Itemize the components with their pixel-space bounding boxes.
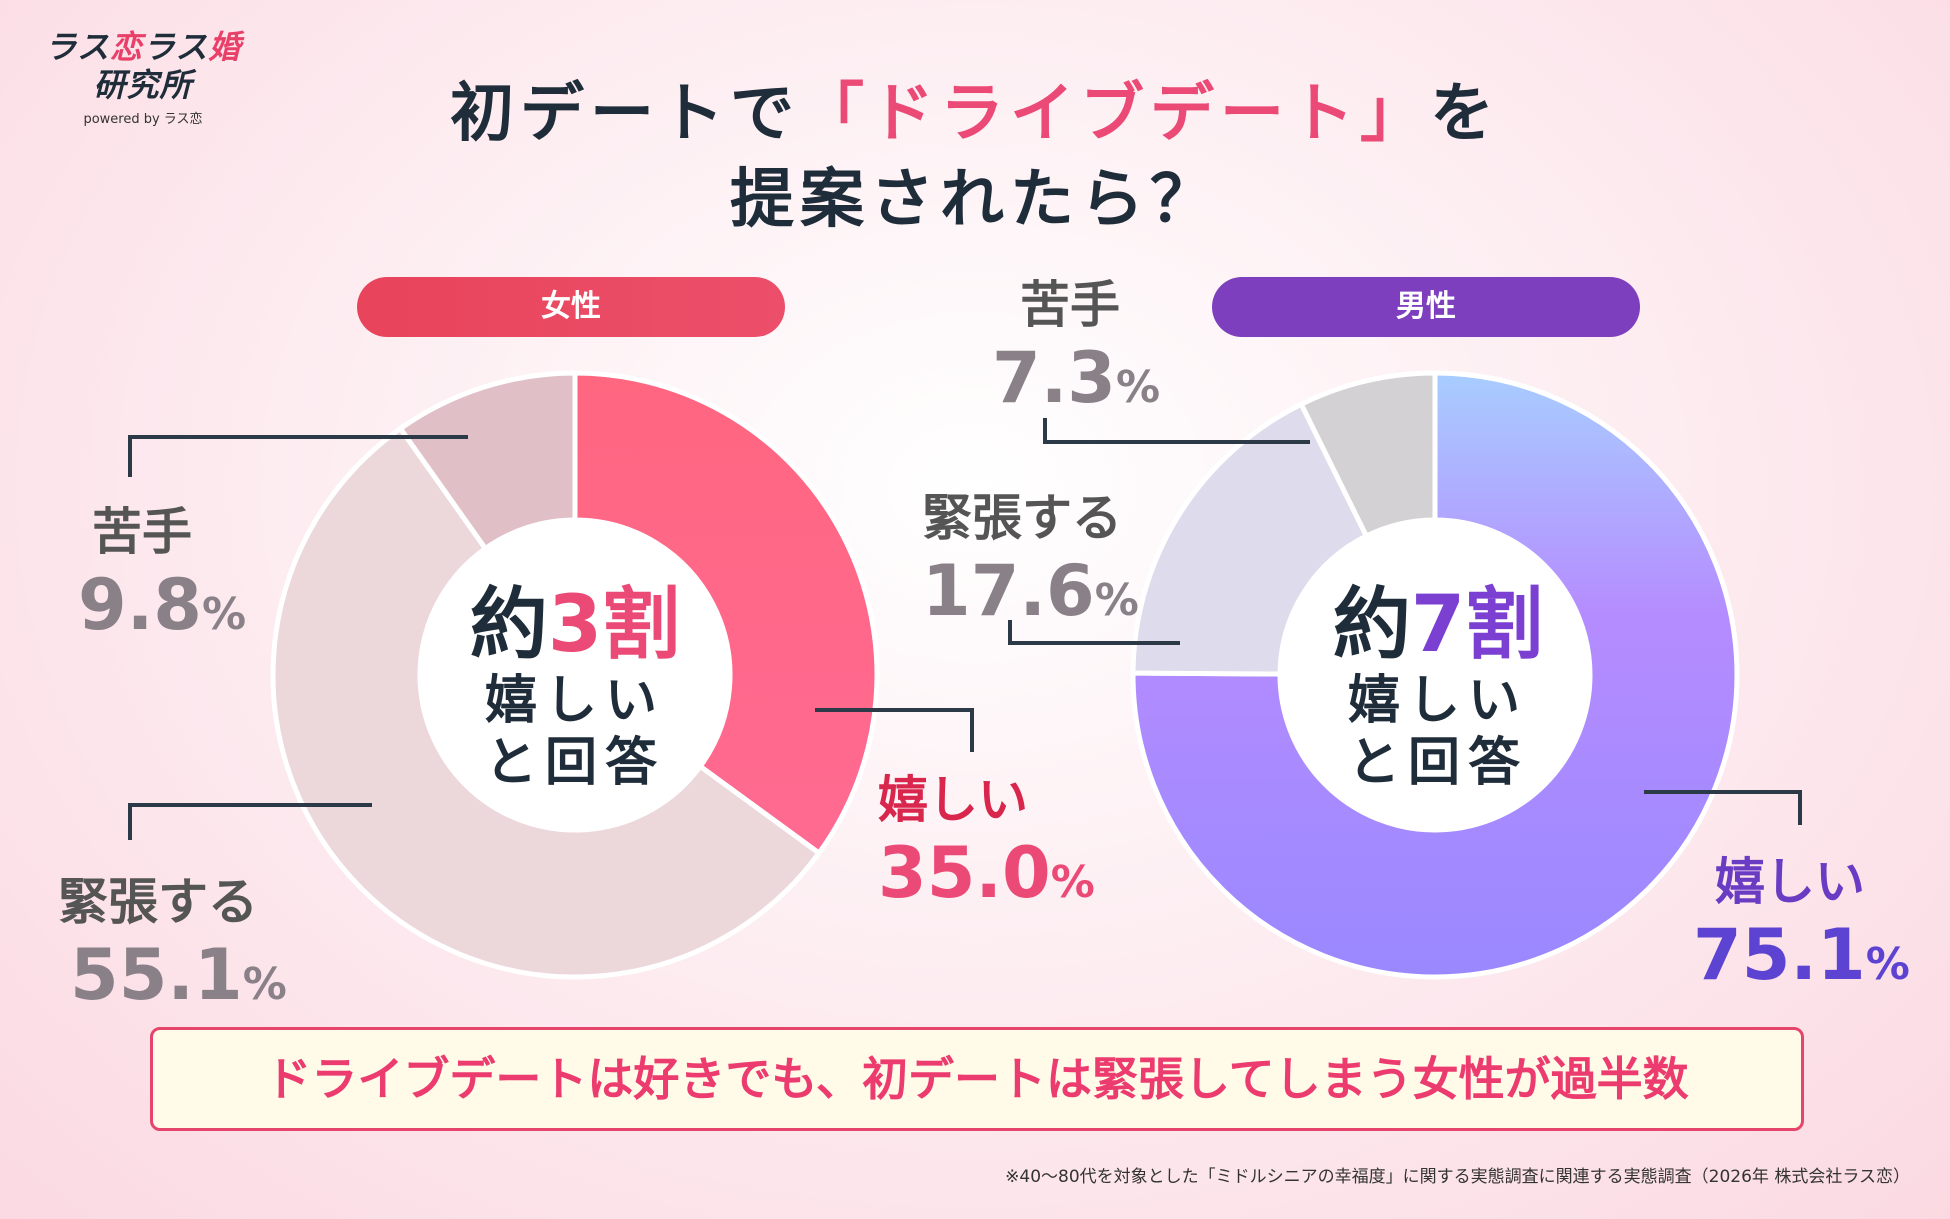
male-center-text: 約7割 嬉しい と回答 [1332,580,1544,793]
female-header: 女性 [357,277,785,337]
label-male-nervous: 緊張する 17.6% [922,489,1139,632]
logo-line2: 研究所 [93,66,193,104]
logo-line1: ラス恋ラス婚 [44,28,242,66]
label-female-happy: 嬉しい 35.0% [878,771,1095,914]
male-donut-hole [1280,520,1590,830]
leader-f-happy [815,708,974,752]
female-center-text: 約3割 嬉しい と回答 [469,580,681,793]
page-title: 初デートで「ドライブデート」を [450,77,1500,151]
leader-f-nervous [128,803,372,840]
male-header: 男性 [1212,277,1640,337]
leader-m-nervous [1008,620,1180,645]
footnote: ※40〜80代を対象とした「ミドルシニアの幸福度」に関する実態調査に関連する実態… [1005,1167,1910,1187]
page-title-line2: 提案されたら？ [730,163,1220,237]
leader-lines [128,418,1802,840]
leader-f-dislike [128,435,468,477]
leader-m-happy [1644,790,1802,825]
summary-banner: ドライブデートは好きでも、初デートは緊張してしまう女性が過半数 [150,1027,1804,1131]
label-male-happy: 嬉しい 75.1% [1693,853,1910,996]
label-female-dislike: 苦手 9.8% [78,503,247,646]
leader-m-dislike [1043,418,1310,444]
label-male-dislike: 苦手 7.3% [992,276,1161,419]
logo-sub: powered by ラス恋 [83,112,203,127]
logo: ラス恋ラス婚 研究所 powered by ラス恋 [28,28,258,127]
label-female-nervous: 緊張する 55.1% [58,873,287,1016]
female-donut-hole [420,520,730,830]
